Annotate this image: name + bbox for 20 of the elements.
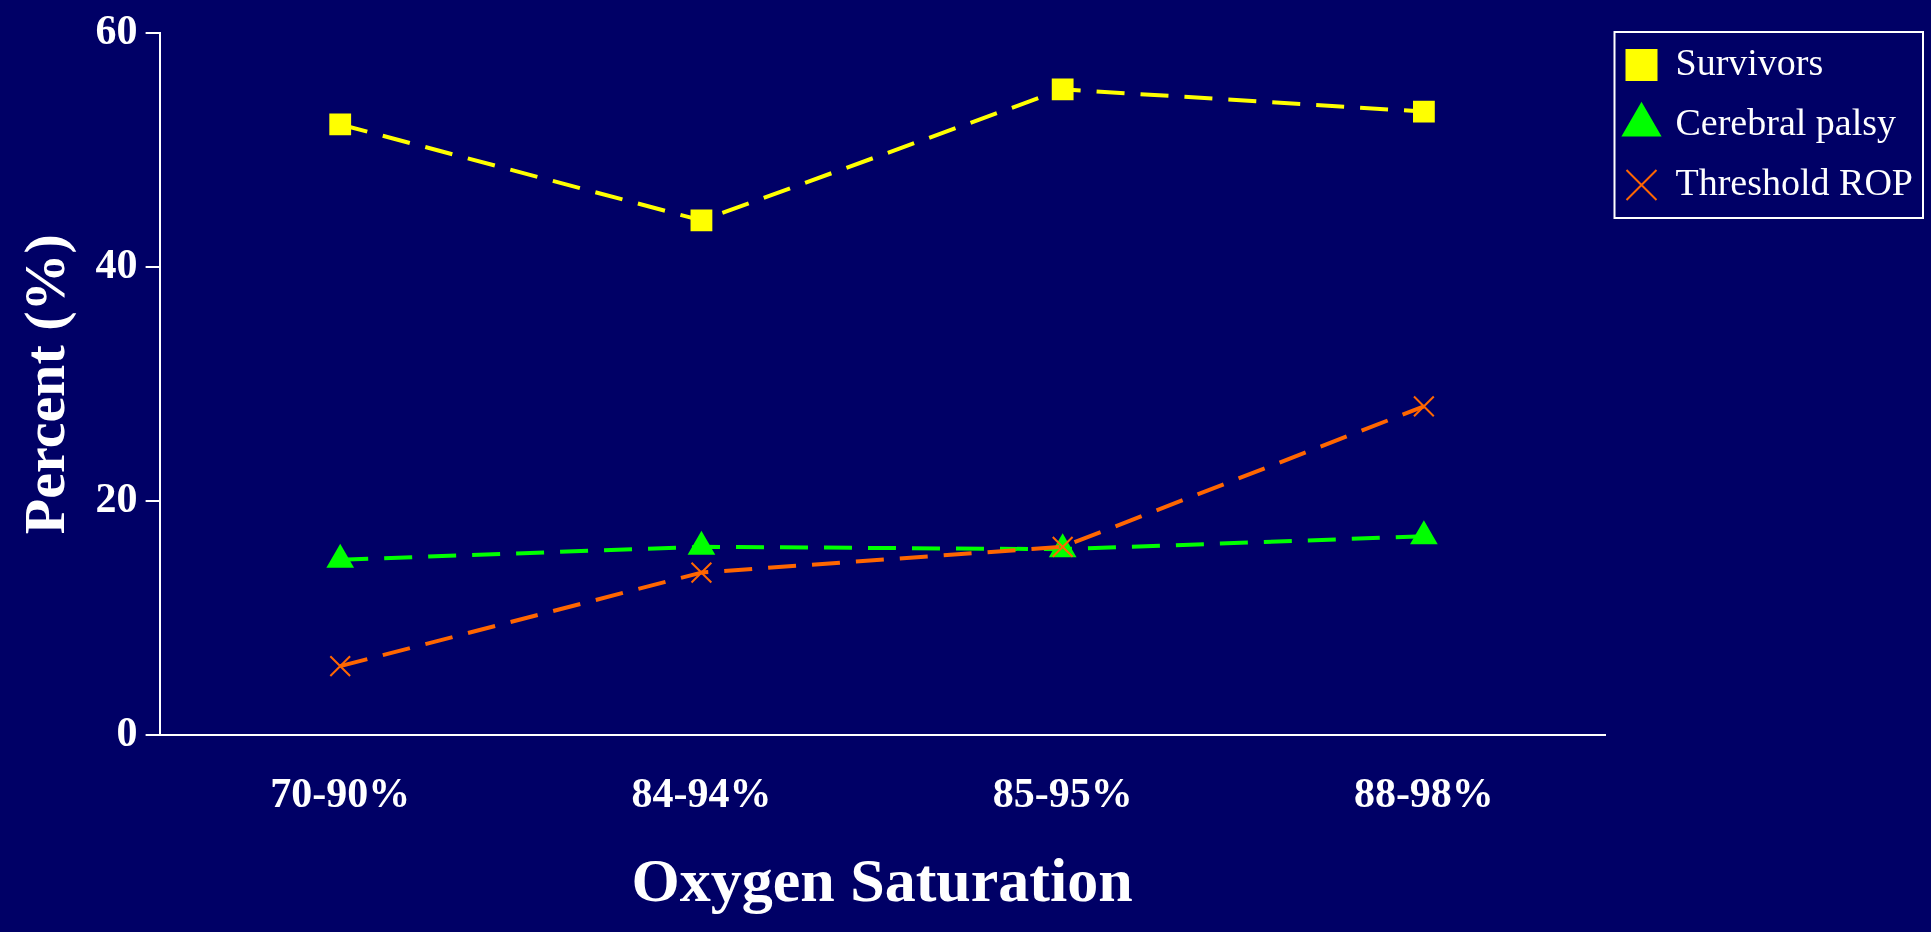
point — [1051, 78, 1074, 101]
y-tick-label: 40 — [95, 241, 138, 288]
legend-label: Threshold ROP — [1675, 160, 1913, 203]
legend-label: Survivors — [1675, 40, 1824, 83]
y-tick-label: 0 — [116, 709, 138, 756]
point — [690, 561, 713, 584]
x-tick-label: 84-94% — [631, 770, 772, 817]
y-tick-label: 60 — [95, 7, 138, 54]
point — [329, 655, 352, 678]
point — [329, 113, 352, 136]
x-tick-label: 88-98% — [1353, 770, 1494, 817]
x-axis-title: Oxygen Saturation — [631, 845, 1133, 914]
y-tick-label: 20 — [95, 475, 138, 522]
x-tick-label: 85-95% — [992, 770, 1133, 817]
y-axis-title: Percent (%) — [11, 234, 77, 535]
legend-label: Cerebral palsy — [1675, 100, 1897, 143]
point — [1412, 100, 1435, 123]
point — [1412, 395, 1435, 418]
point — [690, 209, 713, 232]
x-tick-label: 70-90% — [270, 770, 411, 817]
